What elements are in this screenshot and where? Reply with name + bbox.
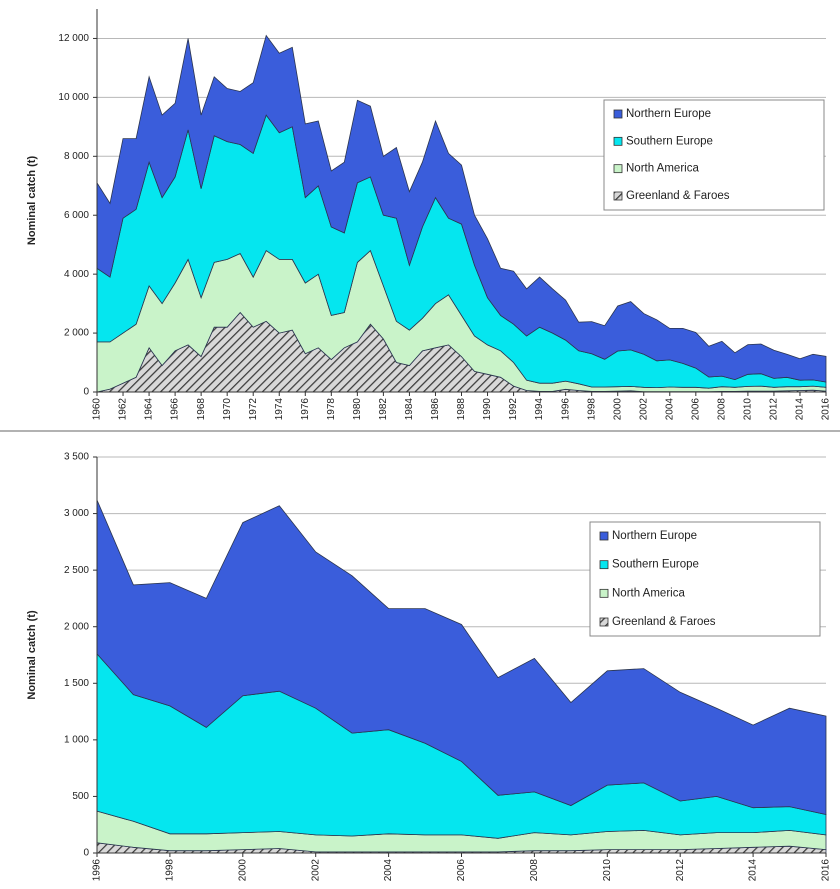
x-tick-label: 1978	[326, 398, 337, 421]
x-tick-label: 1996	[92, 859, 103, 882]
y-tick-label: 2 000	[64, 621, 89, 632]
x-tick-label: 2006	[456, 859, 467, 882]
x-tick-label: 1974	[274, 398, 285, 421]
y-tick-label: 0	[83, 387, 89, 398]
x-tick-label: 2008	[529, 859, 540, 882]
x-tick-label: 1984	[404, 398, 415, 421]
legend-label: Southern Europe	[626, 135, 713, 147]
x-tick-label: 2012	[769, 398, 780, 421]
x-tick-label: 1982	[378, 398, 389, 421]
legend-label: Northern Europe	[612, 530, 697, 542]
x-tick-label: 2006	[690, 398, 701, 421]
y-tick-label: 0	[83, 848, 89, 859]
legend-label: North America	[626, 163, 699, 175]
x-tick-label: 1980	[352, 398, 363, 421]
x-tick-label: 1962	[118, 398, 129, 421]
x-tick-label: 1970	[222, 398, 233, 421]
x-tick-label: 2014	[795, 398, 806, 421]
y-tick-label: 1 500	[64, 678, 89, 689]
y-axis-title: Nominal catch (t)	[26, 610, 38, 700]
area	[96, 499, 827, 815]
legend-swatch	[613, 109, 623, 119]
legend-swatch	[599, 588, 609, 598]
legend-label: Southern Europe	[612, 559, 699, 571]
y-tick-label: 8 000	[64, 151, 89, 162]
x-tick-label: 1994	[534, 398, 545, 421]
y-tick-label: 12 000	[58, 33, 89, 44]
legend-box	[603, 99, 825, 211]
x-tick-label: 1986	[430, 398, 441, 421]
y-tick-label: 2 000	[64, 328, 89, 339]
x-tick-label: 2010	[602, 859, 613, 882]
legend-swatch	[613, 191, 623, 201]
legend: Northern Europe Southern Europe North Amer…	[603, 99, 825, 211]
x-tick-label: 1972	[248, 398, 259, 421]
legend-swatch	[599, 560, 609, 570]
y-axis-title: Nominal catch (t)	[26, 156, 38, 246]
x-tick-label: 1976	[300, 398, 311, 421]
legend: Northern Europe Southern Europe North Amer…	[589, 521, 821, 637]
x-tick-label: 2014	[748, 859, 759, 882]
x-tick-label: 2002	[638, 398, 649, 421]
legend-label: Greenland & Faroes	[612, 616, 716, 628]
y-tick-label: 3 500	[64, 452, 89, 463]
legend-swatch	[613, 136, 623, 146]
x-tick-label: 1968	[196, 398, 207, 421]
x-tick-label: 2000	[612, 398, 623, 421]
x-tick-label: 1990	[482, 398, 493, 421]
legend-swatch	[613, 164, 623, 174]
legend-swatch	[599, 617, 609, 627]
x-tick-label: 1966	[170, 398, 181, 421]
legend-label: North America	[612, 587, 685, 599]
x-tick-label: 1960	[92, 398, 103, 421]
y-tick-label: 6 000	[64, 210, 89, 221]
y-tick-label: 3 000	[64, 508, 89, 519]
x-tick-label: 2012	[675, 859, 686, 882]
y-tick-label: 1 000	[64, 734, 89, 745]
x-tick-label: 2002	[310, 859, 321, 882]
y-tick-label: 2 500	[64, 565, 89, 576]
x-tick-label: 2004	[664, 398, 675, 421]
x-tick-label: 1964	[144, 398, 155, 421]
x-tick-label: 2016	[821, 859, 832, 882]
x-tick-label: 2004	[383, 859, 394, 882]
x-tick-label: 2016	[821, 398, 832, 421]
x-tick-label: 1992	[508, 398, 519, 421]
area	[96, 34, 827, 383]
legend-label: Greenland & Faroes	[626, 190, 730, 202]
y-tick-label: 4 000	[64, 269, 89, 280]
legend-swatch	[599, 531, 609, 541]
y-tick-label: 10 000	[58, 92, 89, 103]
x-tick-label: 1998	[165, 859, 176, 882]
x-tick-label: 2008	[716, 398, 727, 421]
legend-box	[589, 521, 821, 637]
x-tick-label: 2010	[743, 398, 754, 421]
x-tick-label: 1988	[456, 398, 467, 421]
x-tick-label: 1996	[560, 398, 571, 421]
x-tick-label: 2000	[237, 859, 248, 882]
x-tick-label: 1998	[586, 398, 597, 421]
y-tick-label: 500	[72, 791, 89, 802]
legend-label: Northern Europe	[626, 108, 711, 120]
